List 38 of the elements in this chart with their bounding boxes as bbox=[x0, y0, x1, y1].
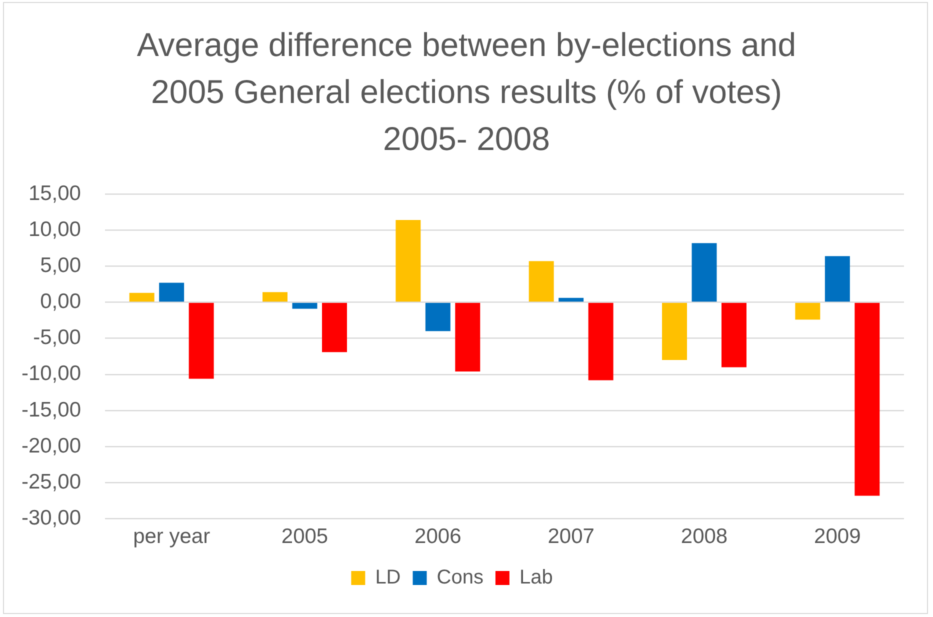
bar bbox=[824, 256, 850, 302]
bar bbox=[722, 302, 746, 368]
x-tick-label: 2007 bbox=[548, 525, 594, 548]
chart-title: Average difference between by-elections and 2005 General elections results (% of votes) 2005- 2008 bbox=[136, 25, 798, 159]
y-tick-label: -5,00 bbox=[33, 326, 81, 350]
y-tick-label: -20,00 bbox=[21, 434, 81, 458]
y-tick-label: 0,00 bbox=[40, 290, 81, 314]
bar bbox=[662, 302, 687, 360]
bar bbox=[292, 302, 318, 309]
y-tick-label: -30,00 bbox=[21, 506, 81, 530]
x-tick-label: per year bbox=[133, 525, 210, 548]
bar bbox=[262, 292, 288, 302]
bar bbox=[795, 302, 820, 320]
bar bbox=[558, 298, 584, 302]
bar bbox=[159, 282, 184, 302]
y-tick-label: 15,00 bbox=[28, 182, 81, 205]
x-tick-label: 2008 bbox=[680, 525, 728, 548]
bar bbox=[396, 220, 421, 302]
y-tick-label: 10,00 bbox=[28, 218, 81, 241]
bar bbox=[455, 302, 480, 372]
y-tick-label: -25,00 bbox=[21, 470, 81, 494]
bar bbox=[692, 243, 717, 302]
bar bbox=[129, 292, 154, 302]
x-tick-label: 2005 bbox=[281, 525, 328, 548]
legend-label: Lab bbox=[519, 566, 553, 589]
bar bbox=[188, 302, 214, 379]
x-tick-label: 2009 bbox=[814, 525, 861, 548]
bar bbox=[425, 302, 450, 332]
y-tick-label: -15,00 bbox=[21, 398, 81, 422]
bar bbox=[588, 302, 614, 380]
y-tick-label: -10,00 bbox=[21, 362, 81, 386]
x-tick-label: 2006 bbox=[414, 525, 462, 548]
bar bbox=[528, 261, 554, 302]
bar bbox=[854, 302, 880, 496]
legend-label: Cons bbox=[436, 566, 484, 589]
legend-label: LD bbox=[375, 566, 401, 589]
bar bbox=[322, 302, 347, 352]
y-tick-label: 5,00 bbox=[40, 254, 81, 277]
